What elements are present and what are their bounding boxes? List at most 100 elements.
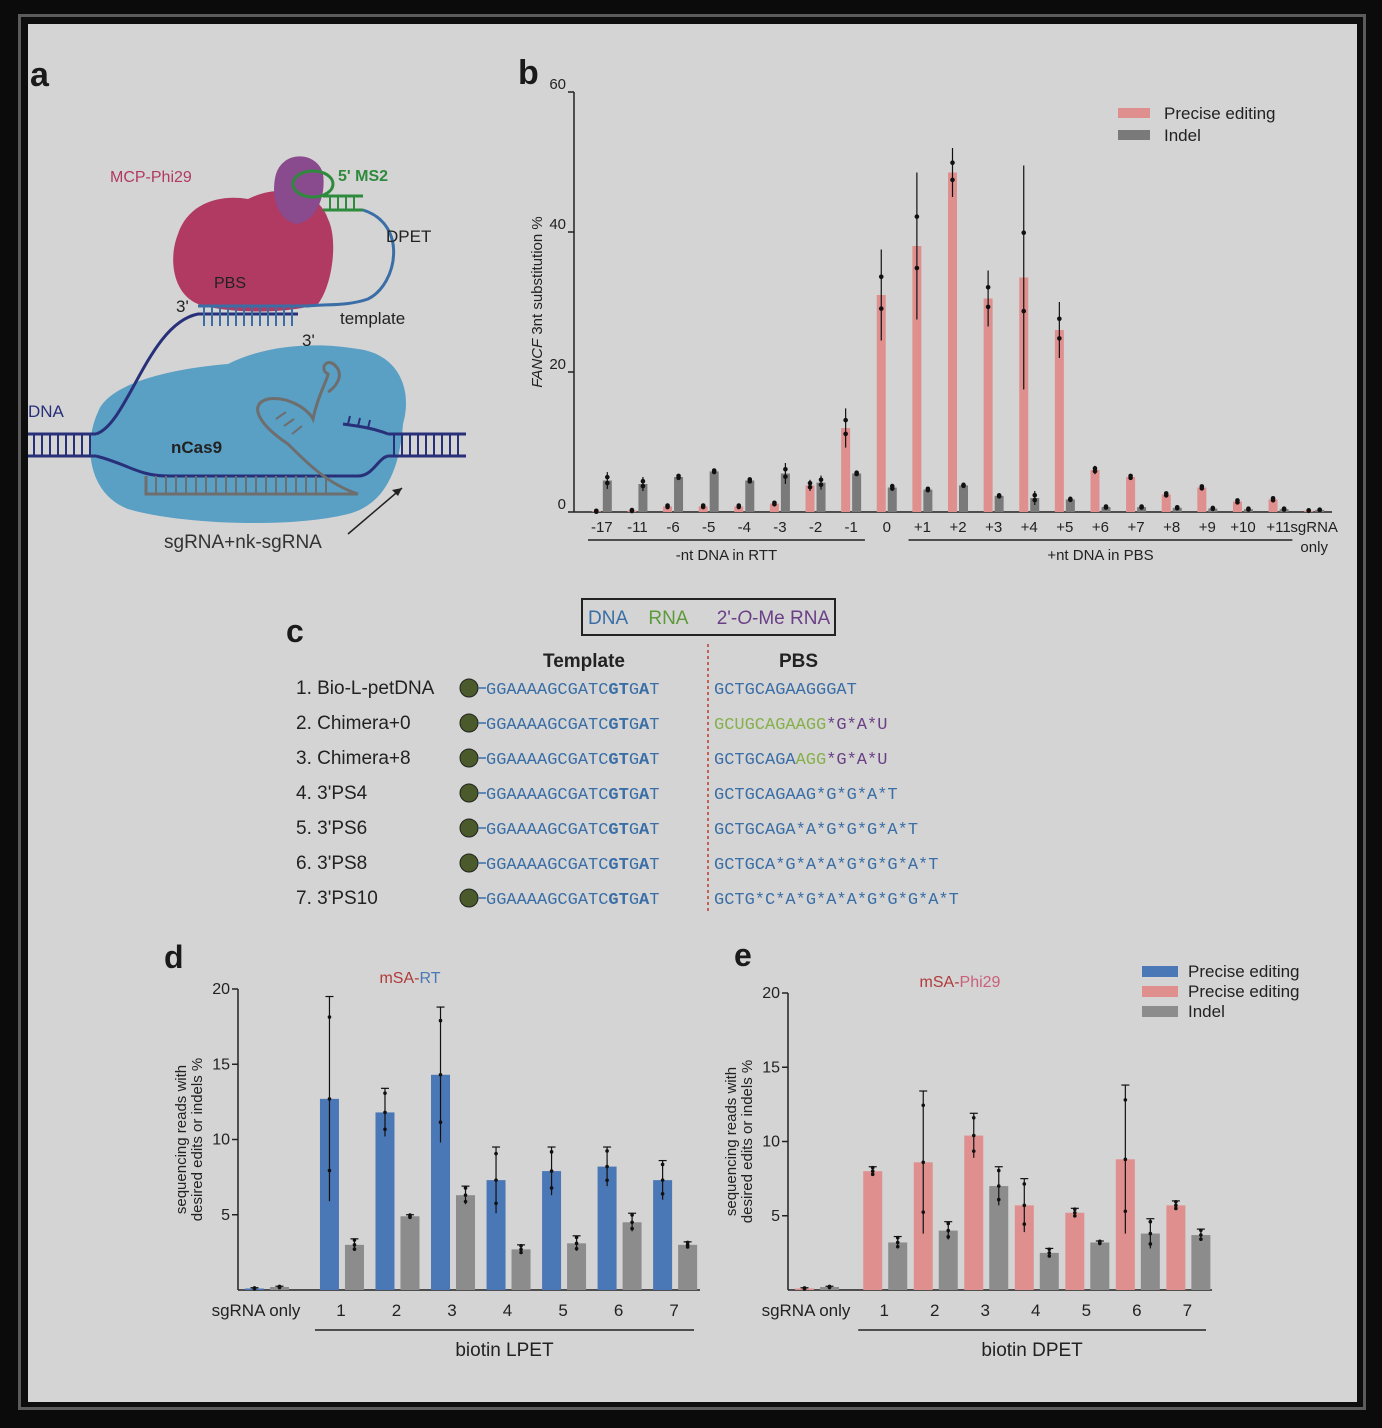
e-xtick-label: 3 xyxy=(981,1301,990,1320)
d-datapoint xyxy=(277,1285,282,1290)
b-xtick-label: +3 xyxy=(985,519,1002,536)
e-bar xyxy=(1166,1205,1186,1290)
b-datapoint xyxy=(1317,507,1322,513)
template-sequence: GGAAAAGCGATCGTGAT xyxy=(486,716,659,735)
d-datapoint xyxy=(352,1243,357,1247)
template-sequence: GGAAAAGCGATCGTGAT xyxy=(486,786,659,805)
b-datapoint xyxy=(843,417,848,423)
e-title-suffix: Phi29 xyxy=(960,974,1001,991)
b-bar xyxy=(745,480,755,512)
b-datapoint xyxy=(1032,497,1038,503)
d-datapoint xyxy=(463,1186,468,1190)
e-group-label: biotin DPET xyxy=(981,1340,1083,1361)
b-datapoint xyxy=(914,214,920,219)
b-xtick-label: +2 xyxy=(949,519,966,536)
e-datapoint xyxy=(996,1168,1001,1173)
e-datapoint xyxy=(1174,1203,1178,1208)
template-segment: T xyxy=(649,751,659,770)
e-datapoint xyxy=(1047,1247,1052,1252)
e-datapoint xyxy=(1148,1231,1153,1236)
b-bar xyxy=(887,487,897,512)
b-xtick-label: -11 xyxy=(627,519,648,536)
e-legend-label: Precise editing xyxy=(1188,962,1300,981)
b-datapoint xyxy=(961,483,966,489)
b-datapoint xyxy=(925,487,931,493)
panel-label-e: e xyxy=(734,937,752,973)
dna-label: DNA xyxy=(28,402,65,421)
template-header: Template xyxy=(543,651,625,672)
e-datapoint xyxy=(921,1103,926,1108)
e-datapoint xyxy=(971,1115,976,1120)
panel-label-a: a xyxy=(30,56,50,94)
b-datapoint xyxy=(594,509,599,515)
b-datapoint xyxy=(985,285,991,290)
e-datapoint xyxy=(996,1184,1001,1188)
d-bar xyxy=(511,1249,531,1290)
e-legend-swatch xyxy=(1142,966,1178,977)
d-datapoint xyxy=(519,1247,523,1252)
b-bar xyxy=(959,485,968,512)
panel-label-d: d xyxy=(164,939,184,975)
e-datapoint xyxy=(1098,1241,1102,1246)
template-segment: GGAAAAGCGATC xyxy=(486,681,608,700)
d-datapoint xyxy=(352,1247,357,1251)
b-bar xyxy=(852,473,862,512)
three-prime-bottom-label: 3' xyxy=(302,331,315,350)
e-datapoint xyxy=(1073,1207,1077,1212)
sgrna-label: sgRNA+nk-sgRNA xyxy=(164,532,322,553)
d-datapoint xyxy=(574,1235,579,1240)
d-datapoint xyxy=(327,1168,332,1173)
pbs-segment-ome: *G*A*U xyxy=(826,716,887,735)
e-legend-label: Precise editing xyxy=(1188,982,1300,1001)
b-datapoint xyxy=(1199,486,1205,491)
d-datapoint xyxy=(549,1169,554,1173)
pbs-segment-dna: GCTGCA*G*A*A*G*G*G*A*T xyxy=(714,856,938,875)
d-datapoint xyxy=(519,1250,523,1255)
d-datapoint xyxy=(549,1186,554,1190)
b-legend-swatch xyxy=(1118,130,1150,140)
d-ylabel-line2: desired edits or indels % xyxy=(189,1058,206,1221)
b-legend-swatch xyxy=(1118,108,1150,118)
e-datapoint xyxy=(870,1172,875,1177)
b-group-label: +nt DNA in PBS xyxy=(1047,547,1153,564)
b-datapoint xyxy=(640,478,646,484)
e-ylabel-line1: sequencing reads with xyxy=(723,1067,740,1216)
dna-nick-ticks xyxy=(347,415,371,429)
b-xtick-label: +10 xyxy=(1230,519,1255,536)
b-bar xyxy=(1197,487,1207,512)
d-ytick-label: 20 xyxy=(212,981,230,998)
template-segment: T xyxy=(649,856,659,875)
b-xtick-label: sgRNA xyxy=(1290,519,1338,536)
e-xtick-label: 1 xyxy=(879,1301,888,1320)
pbs-segment-dna: GCTGCAGAAG*G*G*A*T xyxy=(714,786,898,805)
b-datapoint xyxy=(1174,505,1180,511)
b-bar xyxy=(816,482,826,512)
b-datapoint xyxy=(914,265,920,271)
e-bar xyxy=(888,1242,908,1290)
template-sequence: GGAAAAGCGATCGTGAT xyxy=(486,681,659,700)
b-bar xyxy=(1065,499,1075,512)
d-datapoint xyxy=(660,1162,665,1167)
b-bar xyxy=(1161,494,1171,512)
d-datapoint xyxy=(660,1192,665,1196)
d-bar xyxy=(486,1180,506,1290)
b-bar xyxy=(983,298,993,512)
d-datapoint xyxy=(438,1120,443,1124)
d-ytick-label: 15 xyxy=(212,1056,230,1073)
b-bar xyxy=(948,172,957,512)
b-datapoint xyxy=(950,160,955,165)
e-datapoint xyxy=(802,1287,807,1291)
e-bar xyxy=(1039,1252,1059,1290)
b-datapoint xyxy=(1306,508,1311,514)
d-bar xyxy=(431,1074,451,1290)
d-datapoint xyxy=(438,1018,443,1023)
d-bar xyxy=(400,1216,420,1290)
e-datapoint xyxy=(1174,1199,1178,1204)
template-segment: GT xyxy=(608,681,628,700)
pbs-segment-ome: *G*A*U xyxy=(826,751,887,770)
b-xtick-label: -17 xyxy=(591,519,613,536)
template-segment: T xyxy=(649,716,659,735)
e-datapoint xyxy=(921,1210,926,1214)
e-ytick-label: 5 xyxy=(771,1208,780,1225)
